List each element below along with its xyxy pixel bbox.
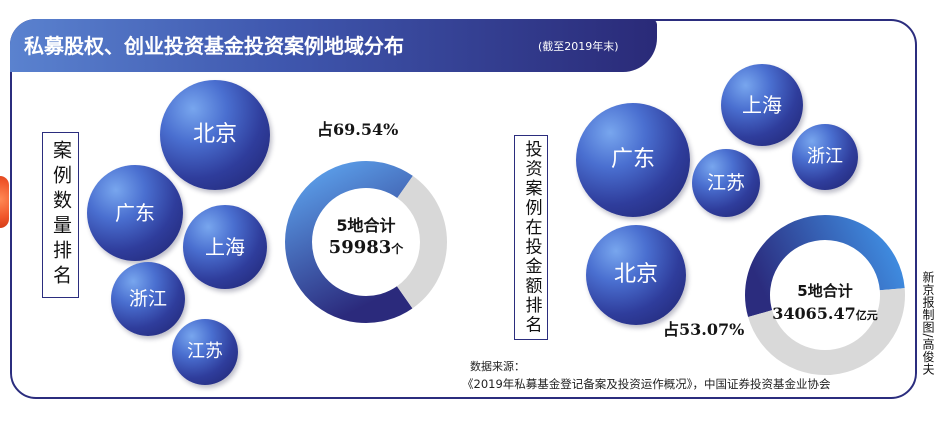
left-donut-rest-slice [396, 175, 447, 309]
region-label: 上海 [742, 93, 782, 117]
left-donut-chart [285, 161, 447, 323]
right-region-bubble-4: 江苏 [692, 149, 760, 217]
right-donut-share-label: 占53.07% [663, 320, 745, 339]
right-region-bubble-5: 浙江 [792, 124, 858, 190]
right-donut-rest-slice [748, 288, 905, 376]
title-bar [10, 19, 657, 72]
right-donut-chart [745, 215, 905, 376]
left-panel-label: 案例数量排名 [50, 140, 72, 290]
right-donut-center-total: 34065.47亿元 [770, 302, 880, 328]
region-label: 江苏 [706, 171, 745, 194]
region-label: 浙江 [128, 287, 167, 310]
right-region-bubble-3: 上海 [721, 64, 803, 146]
right-region-bubble-1: 广东 [576, 103, 690, 217]
region-label: 浙江 [807, 146, 843, 167]
region-label: 北京 [613, 262, 658, 287]
region-label: 北京 [192, 122, 237, 147]
left-region-bubble-5: 江苏 [172, 319, 238, 385]
region-label: 上海 [205, 235, 245, 259]
left-donut-center-unit: 个 [391, 242, 404, 256]
right-donut-center: 5地合计 34065.47亿元 [770, 281, 880, 328]
page-title: 私募股权、创业投资基金投资案例地域分布 [24, 34, 404, 58]
left-region-bubble-1: 北京 [160, 80, 270, 190]
right-donut-center-value: 34065.47 [772, 304, 856, 323]
left-region-bubble-4: 浙江 [111, 262, 185, 336]
left-donut-center-title: 5地合计 [336, 216, 396, 235]
right-panel-label-box: 投资案例在投金额排名 [514, 135, 548, 340]
right-panel-label: 投资案例在投金额排名 [521, 140, 542, 335]
left-region-bubble-2: 广东 [87, 165, 183, 261]
source-text: 《2019年私募基金登记备案及投资运作概况》，中国证券投资基金业协会 [462, 377, 831, 391]
left-region-bubble-3: 上海 [183, 205, 267, 289]
left-donut-share-slice [285, 161, 413, 323]
left-donut-center-total: 59983个 [311, 236, 421, 261]
right-donut-share-slice [745, 215, 905, 318]
right-donut-center-unit: 亿元 [855, 309, 878, 322]
right-donut-center-title: 5地合计 [797, 282, 853, 300]
left-donut-center: 5地合计 59983个 [311, 215, 421, 261]
region-label: 江苏 [187, 341, 223, 362]
left-panel-label-box: 案例数量排名 [42, 132, 79, 298]
decorative-orange-shape [0, 176, 9, 228]
region-label: 广东 [115, 201, 155, 225]
date-note: (截至2019年末) [538, 40, 619, 53]
region-label: 广东 [610, 147, 655, 172]
right-region-bubble-2: 北京 [586, 225, 686, 325]
left-donut-center-value: 59983 [328, 237, 392, 258]
source-label: 数据来源： [470, 360, 525, 373]
graphic-credit: 新京报制图/高俊夫 [921, 271, 935, 376]
left-donut-share-label: 占69.54% [317, 120, 399, 139]
